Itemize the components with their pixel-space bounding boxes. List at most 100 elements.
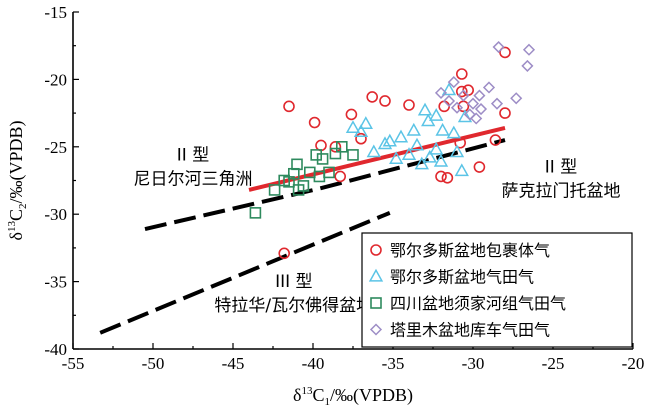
y-tick-label: -15 <box>44 3 67 22</box>
diamond-point <box>521 59 534 72</box>
triangle-point <box>393 129 409 143</box>
triangle-point <box>366 144 381 158</box>
diamond-point <box>492 40 505 54</box>
data-points <box>249 40 536 260</box>
red-trend-line <box>248 125 506 192</box>
diamond-point <box>482 81 496 94</box>
diamond-point <box>450 101 464 114</box>
triangle-point <box>417 102 433 116</box>
triangle-point <box>389 151 404 165</box>
circle-point <box>329 141 342 153</box>
y-tick-label: -30 <box>44 205 67 224</box>
legend-label: 鄂尔多斯盆地包裹体气 <box>390 241 550 260</box>
legend-label: 塔里木盆地库车气田气 <box>390 321 550 340</box>
triangle-point <box>422 149 437 163</box>
triangle-point <box>345 120 361 134</box>
triangle-point <box>401 147 417 160</box>
circle-point <box>473 161 486 173</box>
y-axis-title: δ13C2/‰(VPDB) <box>6 120 29 240</box>
diamond-point <box>490 97 504 110</box>
square-point <box>329 147 342 160</box>
diamond-point <box>474 102 488 116</box>
triangle-point <box>433 153 449 167</box>
y-tick-label: -35 <box>44 273 67 292</box>
x-tick-label: -25 <box>542 354 565 373</box>
diamond-point <box>447 76 460 89</box>
diamond-point <box>510 92 523 105</box>
x-axis-title: δ13C1/‰(VPDB) <box>293 385 413 408</box>
circle-point <box>403 99 415 111</box>
circle-point <box>315 139 327 152</box>
circle-point <box>278 247 291 260</box>
legend-label: 四川盆地须家河组气田气 <box>390 294 566 313</box>
circle-point <box>355 132 367 145</box>
legend-circle-marker <box>370 244 382 256</box>
x-tick-label: -55 <box>62 354 85 373</box>
circle-point <box>345 108 358 121</box>
circle-point <box>334 170 347 183</box>
circle-point <box>283 100 295 113</box>
triangle-point <box>409 137 425 151</box>
square-point <box>291 158 303 171</box>
triangle-point <box>353 124 369 138</box>
triangle-point <box>377 136 393 150</box>
type-label: II 型 <box>545 157 577 177</box>
x-tick-label: -50 <box>142 354 165 373</box>
square-point <box>268 184 281 196</box>
triangle-point <box>441 82 457 96</box>
legend-diamond-marker <box>369 323 383 336</box>
x-tick-label: -45 <box>222 354 245 373</box>
diamond-point <box>442 94 456 108</box>
diamond-point <box>457 89 470 102</box>
circle-point <box>455 68 468 80</box>
triangle-point <box>435 122 450 136</box>
square-point <box>283 176 295 188</box>
triangle-point <box>429 141 444 155</box>
series-square <box>249 141 359 219</box>
type-label: 萨克拉门托盆地 <box>502 181 621 201</box>
y-tick-label: -20 <box>44 70 67 89</box>
triangle-point <box>358 116 373 129</box>
circle-point <box>489 134 502 146</box>
series-circle <box>278 46 511 260</box>
x-tick-label: -20 <box>622 354 645 373</box>
diamond-point <box>434 86 448 99</box>
type-label: II 型 <box>177 145 209 165</box>
square-point <box>316 153 329 165</box>
legend-triangle-marker <box>368 268 384 282</box>
y-tick-label: -25 <box>44 138 67 157</box>
x-tick-label: -35 <box>382 354 405 373</box>
diamond-point <box>466 97 480 110</box>
type-label: III 型 <box>275 272 312 292</box>
diamond-point <box>470 112 483 125</box>
triangle-point <box>446 125 461 139</box>
diamond-point <box>473 89 486 102</box>
legend-square-marker <box>370 297 382 309</box>
triangle-point <box>382 133 397 147</box>
diamond-point <box>463 108 476 121</box>
square-point <box>347 149 359 161</box>
dashed-boundary-line <box>144 138 506 231</box>
triangle-point <box>457 109 473 123</box>
triangle-point <box>406 122 421 136</box>
legend-box <box>361 232 633 348</box>
circle-point <box>366 91 379 103</box>
triangle-point <box>429 108 444 121</box>
circle-point <box>499 107 511 119</box>
series-triangle <box>345 82 473 177</box>
x-tick-label: -40 <box>302 354 325 373</box>
circle-point <box>438 100 451 113</box>
square-point <box>313 170 326 183</box>
type-label: 尼日尔河三角洲 <box>134 169 253 189</box>
square-point <box>249 207 262 219</box>
circle-point <box>379 95 391 107</box>
y-tick-label: -40 <box>44 340 67 359</box>
circle-point <box>441 172 454 184</box>
legend-label: 鄂尔多斯盆地气田气 <box>390 268 534 287</box>
circle-point <box>435 170 447 183</box>
triangle-point <box>449 144 465 158</box>
type-label: 特拉华/瓦尔佛得盆地 <box>214 296 373 316</box>
